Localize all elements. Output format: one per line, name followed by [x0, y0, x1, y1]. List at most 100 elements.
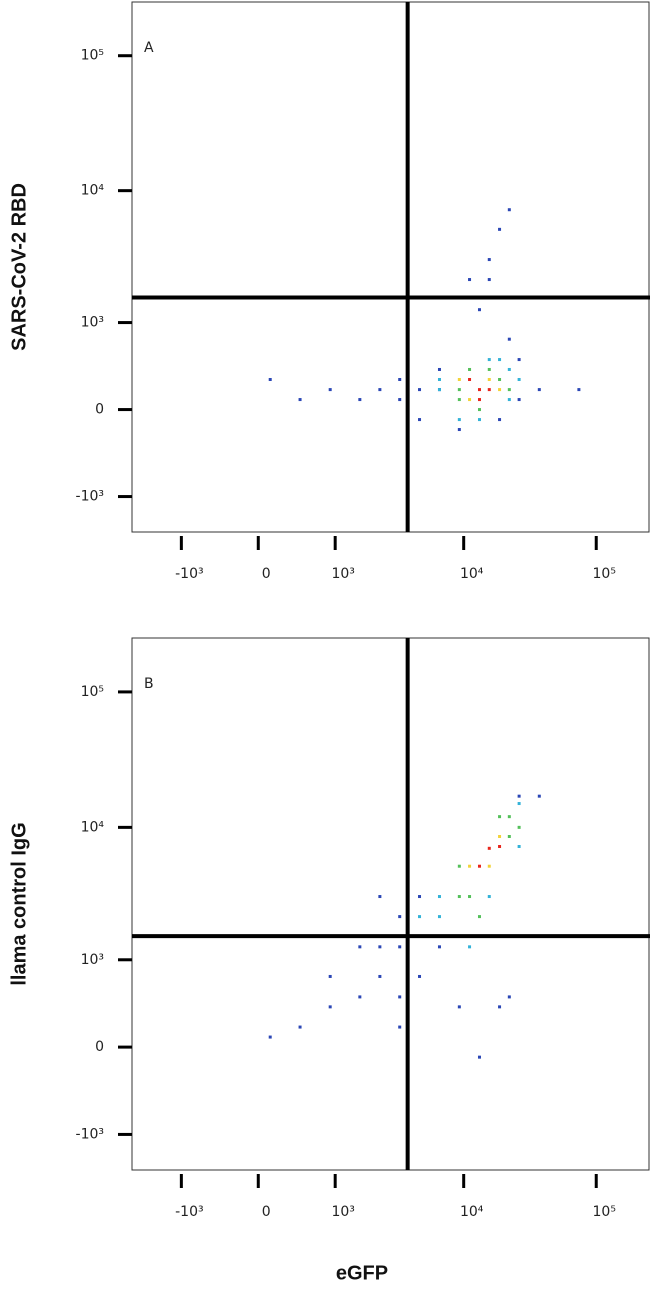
event-dot: [477, 915, 481, 919]
event-dot: [498, 388, 502, 392]
event-dot: [477, 408, 481, 412]
y-tick-label: 10³: [81, 315, 104, 331]
y-tick-label: 0: [95, 402, 104, 418]
event-dot: [437, 388, 441, 392]
event-dot: [298, 398, 302, 402]
event-dot: [507, 367, 511, 371]
event-dot: [577, 388, 581, 392]
event-dot: [487, 864, 491, 868]
event-dot: [477, 1055, 481, 1059]
y-tick-label: 10⁵: [81, 48, 104, 64]
event-dot: [498, 418, 502, 422]
x-tick-label: 10⁴: [460, 1204, 484, 1220]
event-dot: [507, 995, 511, 999]
event-dot: [418, 974, 422, 978]
event-dot: [468, 864, 472, 868]
event-dot: [378, 895, 382, 899]
x-tick-label: 10⁵: [593, 1204, 616, 1220]
x-tick-label: 0: [262, 1204, 271, 1220]
y-tick-label: 10⁴: [81, 183, 105, 199]
event-dot: [477, 398, 481, 402]
event-dot: [477, 418, 481, 422]
event-dot: [487, 358, 491, 362]
y-tick-label: -10³: [76, 489, 104, 505]
event-dot: [517, 398, 521, 402]
x-tick-label: 10⁴: [460, 566, 484, 582]
event-dot: [457, 1005, 461, 1009]
event-dot: [418, 418, 422, 422]
panel-label: B: [144, 676, 154, 692]
y-tick-label: 10⁴: [81, 819, 105, 835]
y-axis-label: SARS-CoV-2 RBD: [8, 183, 30, 351]
event-dot: [398, 995, 402, 999]
event-dot: [378, 945, 382, 949]
event-dot: [507, 835, 511, 839]
event-dot: [517, 794, 521, 798]
event-dot: [468, 378, 472, 382]
y-tick-label: 0: [95, 1039, 104, 1055]
x-tick-label: 0: [262, 566, 271, 582]
event-dot: [507, 208, 511, 212]
event-dot: [507, 388, 511, 392]
event-dot: [477, 308, 481, 312]
event-dot: [487, 378, 491, 382]
x-tick-label: 10⁵: [593, 566, 616, 582]
y-tick-label: 10³: [81, 952, 104, 968]
event-dot: [418, 895, 422, 899]
event-dot: [358, 398, 362, 402]
event-dot: [498, 845, 502, 849]
event-dot: [487, 895, 491, 899]
event-dot: [468, 398, 472, 402]
x-tick-label: -10³: [175, 566, 203, 582]
event-dot: [517, 378, 521, 382]
event-dot: [437, 895, 441, 899]
event-dot: [437, 367, 441, 371]
y-tick-label: 10⁵: [81, 684, 104, 700]
event-dot: [457, 418, 461, 422]
event-dot: [298, 1025, 302, 1029]
event-dot: [498, 358, 502, 362]
event-dot: [537, 388, 541, 392]
x-tick-label: 10³: [331, 1204, 354, 1220]
plot-frame: [131, 637, 650, 1171]
event-dot: [468, 367, 472, 371]
event-dot: [437, 945, 441, 949]
event-dot: [477, 864, 481, 868]
event-dot: [498, 1005, 502, 1009]
event-dot: [517, 802, 521, 806]
event-dot: [457, 388, 461, 392]
event-dot: [418, 388, 422, 392]
event-dot: [418, 915, 422, 919]
y-tick-label: -10³: [76, 1126, 104, 1142]
event-dot: [437, 378, 441, 382]
event-dot: [378, 974, 382, 978]
x-tick-label: -10³: [175, 1204, 203, 1220]
event-dot: [457, 378, 461, 382]
event-dot: [487, 367, 491, 371]
event-dot: [477, 388, 481, 392]
x-axis-label: eGFP: [336, 1262, 388, 1284]
event-dot: [498, 378, 502, 382]
event-dot: [507, 398, 511, 402]
event-dot: [398, 398, 402, 402]
event-dot: [398, 945, 402, 949]
event-dot: [437, 915, 441, 919]
event-dot: [507, 815, 511, 819]
panel-label: A: [144, 40, 154, 56]
plot-frame: [131, 1, 650, 533]
event-dot: [358, 995, 362, 999]
event-dot: [328, 388, 332, 392]
event-dot: [398, 915, 402, 919]
event-dot: [468, 278, 472, 282]
event-dot: [457, 864, 461, 868]
event-dot: [487, 258, 491, 262]
event-dot: [328, 1005, 332, 1009]
event-dot: [328, 974, 332, 978]
event-dot: [537, 794, 541, 798]
event-dot: [507, 337, 511, 341]
event-dot: [268, 378, 272, 382]
x-tick-label: 10³: [331, 566, 354, 582]
event-dot: [398, 1025, 402, 1029]
event-dot: [378, 388, 382, 392]
